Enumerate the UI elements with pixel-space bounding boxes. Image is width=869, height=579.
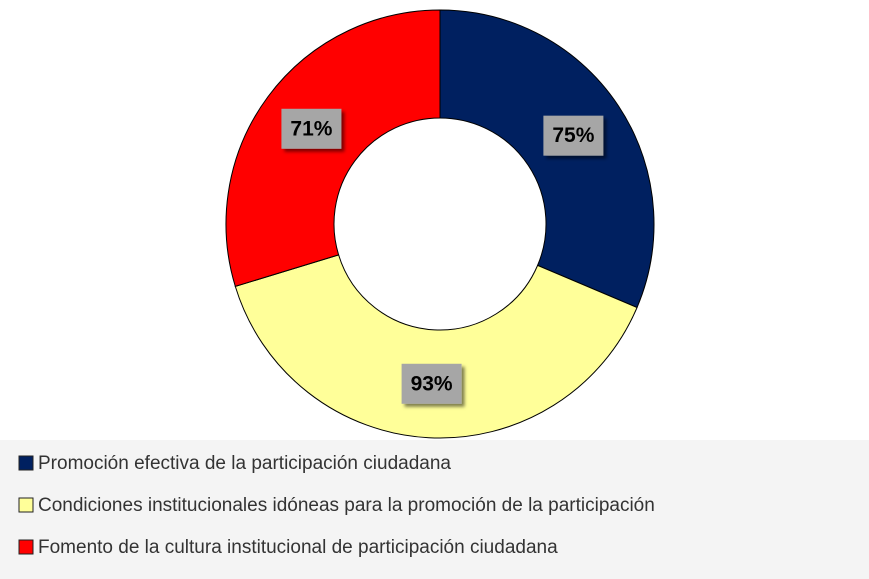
data-label-box xyxy=(281,108,342,149)
legend-swatch xyxy=(18,539,34,555)
data-label: 71% xyxy=(290,117,332,140)
legend-background xyxy=(0,440,869,579)
legend-swatch xyxy=(18,455,34,471)
donut-slice xyxy=(439,9,655,309)
legend-swatch xyxy=(18,497,34,513)
legend-label: Promoción efectiva de la participación c… xyxy=(38,453,451,474)
legend-label: Fomento de la cultura institucional de p… xyxy=(38,537,558,558)
data-label: 75% xyxy=(552,124,594,147)
donut-slice xyxy=(234,254,638,439)
legend-label: Condiciones institucionales idóneas para… xyxy=(38,495,655,516)
data-label: 93% xyxy=(411,372,453,395)
data-label-box xyxy=(543,115,604,156)
data-label-box xyxy=(401,363,462,404)
